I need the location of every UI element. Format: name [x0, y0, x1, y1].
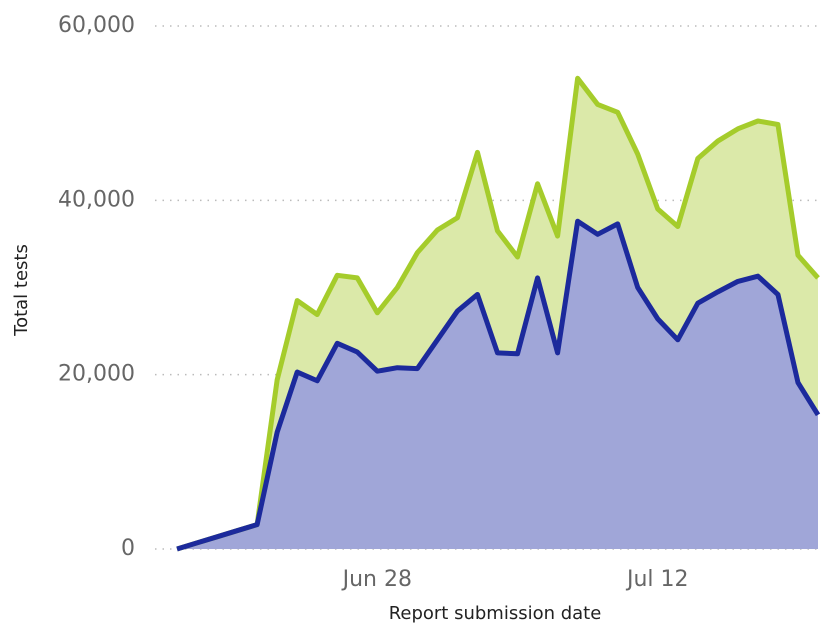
series-line [176, 75, 820, 552]
y-tick-label: 40,000 [58, 187, 135, 212]
x-tick-label: Jul 12 [625, 567, 689, 592]
y-tick-label: 20,000 [58, 362, 135, 387]
y-tick-label: 60,000 [58, 13, 135, 38]
x-tick-label: Jun 28 [341, 567, 412, 592]
series-line [176, 218, 821, 552]
area-fill [177, 221, 818, 549]
y-tick-label: 0 [121, 536, 135, 561]
x-axis-title: Report submission date [389, 603, 602, 624]
y-axis-title: Total tests [11, 244, 32, 337]
